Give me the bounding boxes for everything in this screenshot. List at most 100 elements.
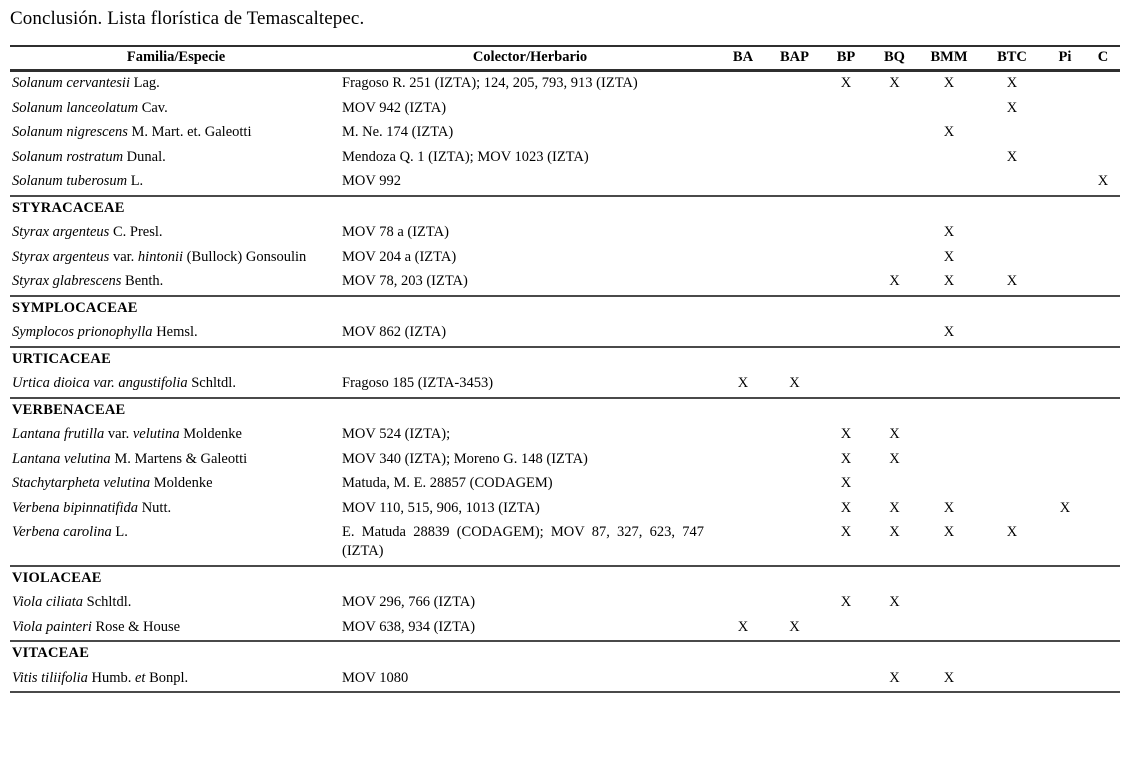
presence-mark-bp — [821, 170, 871, 196]
family-row: VITACEAE — [10, 640, 1120, 667]
presence-mark-ba — [718, 121, 768, 146]
species-epithet: Urtica dioica var. angustifolia — [12, 375, 188, 391]
column-header-bmm: BMM — [918, 46, 980, 72]
presence-mark-ba — [718, 97, 768, 122]
column-header-ba: BA — [718, 46, 768, 72]
presence-mark-c — [1086, 270, 1120, 296]
presence-mark-bp — [821, 616, 871, 642]
species-epithet: Styrax glabrescens — [12, 273, 122, 289]
species-name-cell: Stachytarpheta velutina Moldenke — [10, 472, 342, 497]
presence-mark-bq: X — [889, 273, 900, 289]
presence-mark-c — [1086, 497, 1120, 522]
species-author: Dunal. — [123, 148, 166, 165]
presence-mark-bap — [768, 146, 821, 171]
presence-mark-bmm — [918, 97, 980, 122]
collector-herbario-cell: MOV 296, 766 (IZTA) — [342, 594, 476, 610]
species-author: C. Presl. — [109, 224, 163, 240]
presence-mark-ba: X — [737, 375, 749, 391]
species-name-cell: Solanum cervantesii Lag. — [10, 71, 342, 97]
column-header-btc: BTC — [980, 46, 1044, 72]
presence-mark-bq: X — [889, 524, 900, 540]
species-name-cell: Viola ciliata Schltdl. — [10, 591, 342, 616]
species-name-cell: Styrax argenteus C. Presl. — [10, 221, 342, 246]
page-title: Conclusión. Lista florística de Temascal… — [10, 8, 365, 29]
presence-mark-bap — [768, 246, 821, 271]
species-name-cell: Solanum rostratum Dunal. — [10, 146, 342, 171]
family-row: STYRACACEAE — [10, 194, 1120, 221]
presence-mark-bap — [768, 71, 821, 97]
presence-mark-btc — [980, 321, 1044, 347]
collector-herbario-cell: MOV 992 — [342, 173, 401, 189]
presence-mark-btc: X — [1006, 75, 1018, 91]
presence-mark-c — [1086, 146, 1120, 171]
species-row: Symplocos prionophylla Hemsl. MOV 862 (IZ… — [10, 321, 1120, 347]
presence-mark-bmm: X — [943, 75, 955, 91]
presence-mark-pi — [1044, 97, 1086, 122]
species-row: Solanum lanceolatum Cav. MOV 942 (IZTA) X — [10, 97, 1120, 122]
species-epithet: Verbena carolina — [12, 524, 112, 540]
presence-mark-bp: X — [840, 475, 852, 491]
presence-mark-btc — [980, 121, 1044, 146]
presence-mark-bap — [768, 472, 821, 497]
species-author: Rose & House — [91, 618, 181, 635]
species-epithet: Solanum rostratum — [12, 148, 124, 165]
collector-herbario-cell: Mendoza Q. 1 (IZTA); MOV 1023 (IZTA) — [342, 148, 589, 165]
species-name-cell: Styrax glabrescens Benth. — [10, 270, 342, 296]
presence-mark-btc — [980, 170, 1044, 196]
presence-mark-pi — [1044, 521, 1086, 566]
species-epithet: Viola ciliata — [12, 594, 84, 610]
presence-mark-bmm — [918, 372, 980, 398]
collector-herbario-cell: E. Matuda 28839 (CODAGEM); MOV 87, 327, … — [342, 524, 704, 559]
presence-mark-pi — [1044, 121, 1086, 146]
presence-mark-bmm — [918, 423, 980, 448]
presence-mark-ba — [718, 146, 768, 171]
species-epithet: Symplocos prionophylla — [12, 324, 153, 340]
species-author: Bonpl. — [145, 669, 189, 686]
collector-herbario-cell: MOV 204 a (IZTA) — [342, 248, 457, 265]
collector-herbario-cell: M. Ne. 174 (IZTA) — [342, 124, 454, 140]
presence-mark-bap — [768, 667, 821, 693]
species-epithet: Solanum nigrescens — [12, 124, 128, 140]
presence-mark-bmm: X — [943, 499, 955, 516]
species-epithet: Viola painteri — [12, 618, 92, 635]
presence-mark-bmm: X — [943, 248, 955, 265]
presence-mark-bq — [871, 472, 918, 497]
presence-mark-btc — [980, 472, 1044, 497]
presence-mark-bp: X — [840, 426, 852, 442]
presence-mark-btc — [980, 497, 1044, 522]
presence-mark-btc: X — [1006, 273, 1018, 289]
species-epithet: Vitis tiliifolia — [12, 669, 88, 686]
page: Conclusión. Lista florística de Temascal… — [10, 8, 1120, 693]
presence-mark-c — [1086, 616, 1120, 642]
species-epithet: Lantana frutilla — [12, 426, 105, 442]
presence-mark-btc — [980, 372, 1044, 398]
presence-mark-bp — [821, 97, 871, 122]
presence-mark-bq: X — [889, 426, 900, 442]
presence-mark-ba — [718, 270, 768, 296]
presence-mark-ba — [718, 667, 768, 693]
presence-mark-bq: X — [889, 594, 900, 610]
species-row: Viola ciliata Schltdl. MOV 296, 766 (IZTA… — [10, 591, 1120, 616]
presence-mark-ba — [718, 246, 768, 271]
family-name: URTICACEAE — [10, 345, 1120, 372]
presence-mark-bap — [768, 121, 821, 146]
presence-mark-c — [1086, 667, 1120, 693]
species-author: Moldenke — [179, 426, 242, 442]
species-row: Solanum tuberosum L. MOV 992 X — [10, 170, 1120, 196]
presence-mark-bp: X — [840, 594, 852, 610]
species-row: Styrax glabrescens Benth. MOV 78, 203 (IZ… — [10, 270, 1120, 296]
presence-mark-ba — [718, 591, 768, 616]
floristic-table: Familia/Especie Colector/Herbario BA BAP BP B… — [10, 45, 1120, 693]
presence-mark-pi — [1044, 170, 1086, 196]
species-row: Solanum rostratum Dunal. Mendoza Q. 1 (IZ… — [10, 146, 1120, 171]
species-author: Benth. — [121, 273, 164, 289]
species-epithet: velutina — [132, 426, 180, 442]
column-header-pi: Pi — [1044, 46, 1086, 72]
presence-mark-ba — [718, 521, 768, 566]
presence-mark-btc — [980, 423, 1044, 448]
species-author: (Bullock) Gonsoulin — [183, 248, 307, 265]
collector-herbario-cell: Fragoso 185 (IZTA-3453) — [342, 375, 494, 391]
presence-mark-c — [1086, 521, 1120, 566]
presence-mark-pi — [1044, 423, 1086, 448]
column-header-c: C — [1086, 46, 1120, 72]
